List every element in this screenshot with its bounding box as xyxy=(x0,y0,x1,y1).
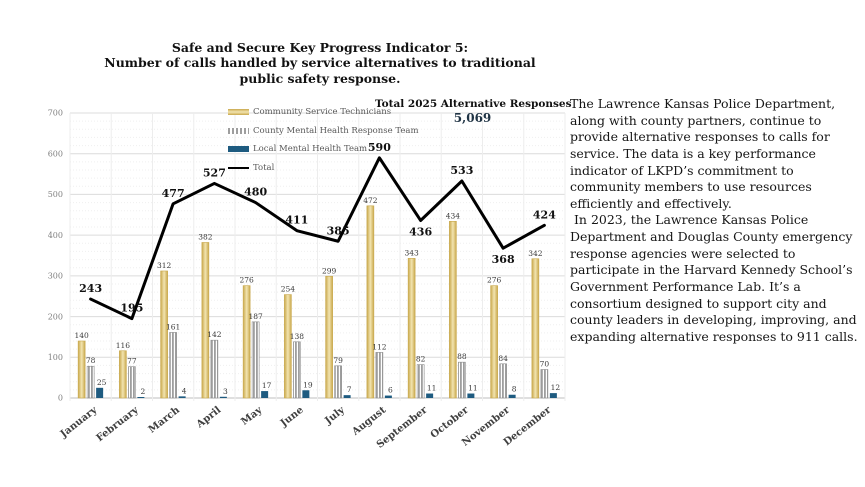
svg-text:312: 312 xyxy=(157,261,172,270)
svg-text:700: 700 xyxy=(48,109,63,118)
svg-text:243: 243 xyxy=(79,282,102,295)
svg-text:385: 385 xyxy=(327,224,350,237)
svg-text:116: 116 xyxy=(116,341,131,350)
legend-item-county-mental-health-response-team: County Mental Health Response Team xyxy=(228,122,419,141)
svg-text:187: 187 xyxy=(248,312,263,321)
legend-label: Community Service Technicians xyxy=(253,107,392,118)
total-annotation-label: Total 2025 Alternative Responses xyxy=(375,98,572,110)
total-annotation-value: 5,069 xyxy=(453,111,492,125)
svg-text:July: July xyxy=(322,404,348,427)
svg-text:112: 112 xyxy=(372,342,387,351)
svg-text:161: 161 xyxy=(166,322,180,331)
svg-text:70: 70 xyxy=(540,360,550,369)
legend-label: Total xyxy=(253,162,275,173)
svg-text:June: June xyxy=(278,405,306,430)
svg-text:300: 300 xyxy=(48,272,63,281)
svg-text:590: 590 xyxy=(368,141,391,154)
svg-text:343: 343 xyxy=(404,248,419,257)
svg-text:480: 480 xyxy=(244,186,267,199)
svg-text:472: 472 xyxy=(363,196,378,205)
svg-text:436: 436 xyxy=(409,225,432,238)
svg-text:138: 138 xyxy=(290,332,305,341)
svg-text:140: 140 xyxy=(74,331,89,340)
svg-text:79: 79 xyxy=(333,356,343,365)
svg-text:6: 6 xyxy=(388,386,393,395)
svg-text:276: 276 xyxy=(239,276,254,285)
svg-text:4: 4 xyxy=(182,386,187,395)
svg-text:299: 299 xyxy=(322,266,337,275)
legend-swatch-gold-bar-icon xyxy=(228,109,249,116)
svg-text:434: 434 xyxy=(446,211,461,220)
chart-plot-area: 01002003004005006007001407825January1167… xyxy=(48,109,566,451)
svg-text:19: 19 xyxy=(303,380,313,389)
svg-text:100: 100 xyxy=(48,353,63,362)
svg-text:342: 342 xyxy=(528,249,543,258)
narrative-paragraph-2: In 2023, the Lawrence Kansas Police Depa… xyxy=(570,212,861,344)
legend-label: Local Mental Health Team xyxy=(253,144,368,155)
svg-text:82: 82 xyxy=(416,355,426,364)
svg-text:8: 8 xyxy=(512,385,517,394)
svg-text:276: 276 xyxy=(487,276,502,285)
legend-item-local-mental-health-team: Local Mental Health Team xyxy=(228,140,388,159)
svg-text:May: May xyxy=(239,404,265,428)
legend-swatch-line-icon xyxy=(228,166,249,169)
svg-text:477: 477 xyxy=(162,187,185,200)
svg-text:7: 7 xyxy=(347,385,352,394)
svg-text:3: 3 xyxy=(223,387,228,396)
svg-text:2: 2 xyxy=(140,387,145,396)
narrative-text: The Lawrence Kansas Police Department, a… xyxy=(570,96,862,345)
svg-text:382: 382 xyxy=(198,232,213,241)
svg-text:February: February xyxy=(95,404,142,444)
page-title-line2: Number of calls handled by service alter… xyxy=(104,55,536,71)
legend-item-total: Total xyxy=(228,159,388,178)
legend-swatch-blue-bar-icon xyxy=(228,146,249,153)
svg-text:March: March xyxy=(147,404,183,435)
svg-text:533: 533 xyxy=(450,164,473,177)
legend-label: County Mental Health Response Team xyxy=(253,125,419,136)
total-annotation: Total 2025 Alternative Responses 5,069 xyxy=(375,98,572,125)
svg-text:25: 25 xyxy=(97,378,107,387)
svg-text:411: 411 xyxy=(285,214,308,227)
svg-text:12: 12 xyxy=(551,383,561,392)
svg-text:600: 600 xyxy=(48,149,63,158)
svg-text:200: 200 xyxy=(48,312,63,321)
svg-text:254: 254 xyxy=(281,285,296,294)
svg-text:500: 500 xyxy=(48,190,63,199)
svg-text:368: 368 xyxy=(492,253,515,266)
svg-text:0: 0 xyxy=(58,394,63,403)
page-title-line1: Safe and Secure Key Progress Indicator 5… xyxy=(171,40,469,55)
page-title: Safe and Secure Key Progress Indicator 5… xyxy=(65,40,575,86)
svg-text:195: 195 xyxy=(120,302,143,315)
svg-text:11: 11 xyxy=(468,384,478,393)
svg-text:424: 424 xyxy=(533,208,556,221)
kpi-chart: 0 100 200 300 400 500 600 700 140 78 25 January 116 7… xyxy=(40,95,572,480)
svg-text:88: 88 xyxy=(457,352,467,361)
legend-item-community-service-technicians: Community Service Technicians xyxy=(228,103,392,122)
svg-text:142: 142 xyxy=(207,330,222,339)
svg-text:77: 77 xyxy=(127,357,137,366)
svg-text:84: 84 xyxy=(498,354,508,363)
svg-text:April: April xyxy=(194,405,223,431)
page-title-line3: public safety response. xyxy=(239,70,401,86)
narrative-paragraph-1: The Lawrence Kansas Police Department, a… xyxy=(570,96,840,211)
svg-text:400: 400 xyxy=(48,231,63,240)
legend-swatch-striped-bar-icon xyxy=(228,127,249,134)
chart-legend: Community Service Technicians County Men… xyxy=(228,103,419,178)
svg-text:78: 78 xyxy=(86,356,96,365)
svg-text:August: August xyxy=(349,404,388,438)
svg-text:11: 11 xyxy=(427,384,437,393)
svg-text:17: 17 xyxy=(262,381,272,390)
svg-text:527: 527 xyxy=(203,166,226,179)
